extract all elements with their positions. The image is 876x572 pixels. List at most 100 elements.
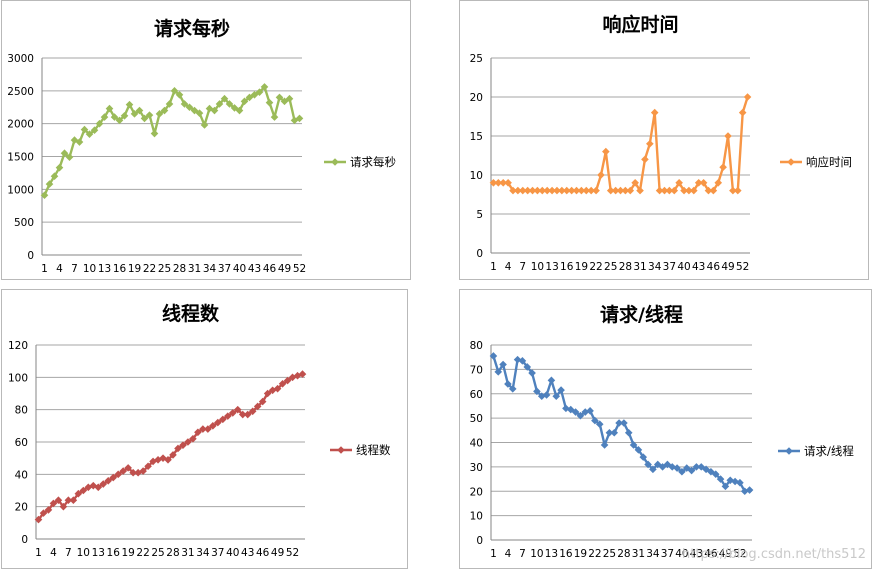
data-point — [59, 502, 68, 511]
data-point — [716, 475, 725, 483]
data-point — [104, 477, 113, 485]
x-tick-label: 46 — [256, 547, 270, 559]
data-point — [285, 94, 294, 103]
data-point — [215, 100, 224, 108]
x-tick-label: 43 — [248, 263, 261, 275]
chart-panel-threads: 线程数 0 20 40 60 80 100 120 1 4 7 10 13 16 19 22 25 28 31 34 3… — [1, 289, 408, 569]
data-point — [175, 90, 184, 99]
y-tick-label: 15 — [470, 131, 483, 143]
y-tick-label: 1500 — [7, 152, 34, 164]
y-tick-label: 10 — [470, 511, 483, 523]
data-point — [685, 186, 693, 195]
data-point — [115, 116, 124, 125]
x-tick-label: 22 — [589, 261, 602, 273]
data-point — [189, 434, 197, 443]
x-tick-label: 52 — [733, 548, 746, 560]
legend-marker — [337, 446, 345, 454]
data-point — [100, 113, 109, 121]
x-tick-label: 1 — [35, 547, 42, 559]
chart-title: 线程数 — [162, 302, 220, 325]
data-point — [194, 428, 202, 437]
data-point — [513, 355, 522, 364]
x-tick-label: 31 — [188, 263, 201, 275]
data-point — [553, 186, 561, 195]
data-point — [280, 97, 289, 106]
data-point — [606, 186, 615, 195]
y-tick-label: 1000 — [7, 184, 34, 196]
x-tick-label: 40 — [233, 263, 246, 275]
data-point — [572, 186, 581, 195]
data-point — [165, 100, 174, 108]
y-tick-label: 20 — [15, 502, 28, 514]
data-point — [105, 104, 114, 113]
x-tick-label: 40 — [677, 261, 690, 273]
data-point — [489, 179, 498, 187]
data-point — [219, 415, 227, 424]
data-point — [255, 88, 264, 96]
y-tick-label: 50 — [470, 413, 483, 425]
data-point — [542, 391, 551, 399]
data-point — [673, 464, 681, 472]
data-point — [74, 489, 83, 498]
data-point — [40, 191, 49, 200]
watermark: https://blog.csdn.net/ths512 — [682, 547, 866, 562]
data-point — [80, 125, 89, 134]
x-tick-label: 25 — [158, 263, 171, 275]
data-point — [125, 100, 134, 109]
data-point — [204, 425, 212, 433]
data-point — [533, 186, 542, 195]
data-point — [140, 114, 149, 123]
x-tick-label: 16 — [559, 548, 573, 560]
y-tick-label: 10 — [470, 170, 483, 182]
data-point — [170, 87, 179, 95]
x-tick-label: 37 — [218, 263, 231, 275]
data-point — [611, 186, 620, 195]
x-tick-label: 19 — [121, 547, 134, 559]
data-point — [139, 467, 147, 475]
data-point — [675, 179, 683, 187]
data-point — [523, 186, 532, 195]
x-tick-label: 19 — [575, 261, 588, 273]
data-point — [615, 419, 623, 427]
y-tick-label: 80 — [470, 340, 483, 352]
x-tick-label: 34 — [648, 261, 662, 273]
data-point — [528, 186, 537, 195]
x-tick-label: 16 — [560, 261, 574, 273]
data-point — [533, 387, 541, 396]
data-point — [119, 467, 127, 475]
x-tick-label: 49 — [271, 547, 284, 559]
data-point — [719, 163, 727, 171]
x-tick-label: 31 — [633, 261, 646, 273]
x-tick-label: 7 — [519, 548, 526, 560]
x-tick-label: 10 — [531, 261, 544, 273]
x-tick-label: 1 — [490, 261, 497, 273]
x-tick-label: 4 — [505, 261, 512, 273]
data-point — [250, 90, 259, 99]
y-tick-label: 5 — [476, 209, 483, 221]
y-tick-label: 70 — [470, 364, 483, 376]
y-tick-label: 0 — [476, 535, 483, 547]
data-point — [245, 93, 254, 102]
data-point — [733, 186, 742, 195]
data-point — [538, 186, 547, 195]
x-tick-label: 28 — [617, 548, 630, 560]
x-tick-label: 19 — [128, 263, 141, 275]
x-tick-label: 34 — [196, 547, 210, 559]
y-tick-label: 25 — [470, 53, 483, 65]
data-point — [275, 93, 284, 102]
y-tick-label: 0 — [476, 248, 483, 260]
y-tick-label: 0 — [21, 534, 28, 546]
x-tick-label: 10 — [83, 263, 96, 275]
y-tick-label: 20 — [470, 92, 483, 104]
x-tick-label: 43 — [692, 261, 705, 273]
data-point — [124, 464, 132, 472]
data-point — [268, 386, 277, 395]
x-tick-label: 4 — [505, 548, 512, 560]
data-point — [144, 462, 152, 471]
data-point — [729, 186, 737, 195]
data-point — [298, 370, 307, 378]
data-point — [602, 147, 610, 156]
x-tick-label: 52 — [736, 261, 749, 273]
